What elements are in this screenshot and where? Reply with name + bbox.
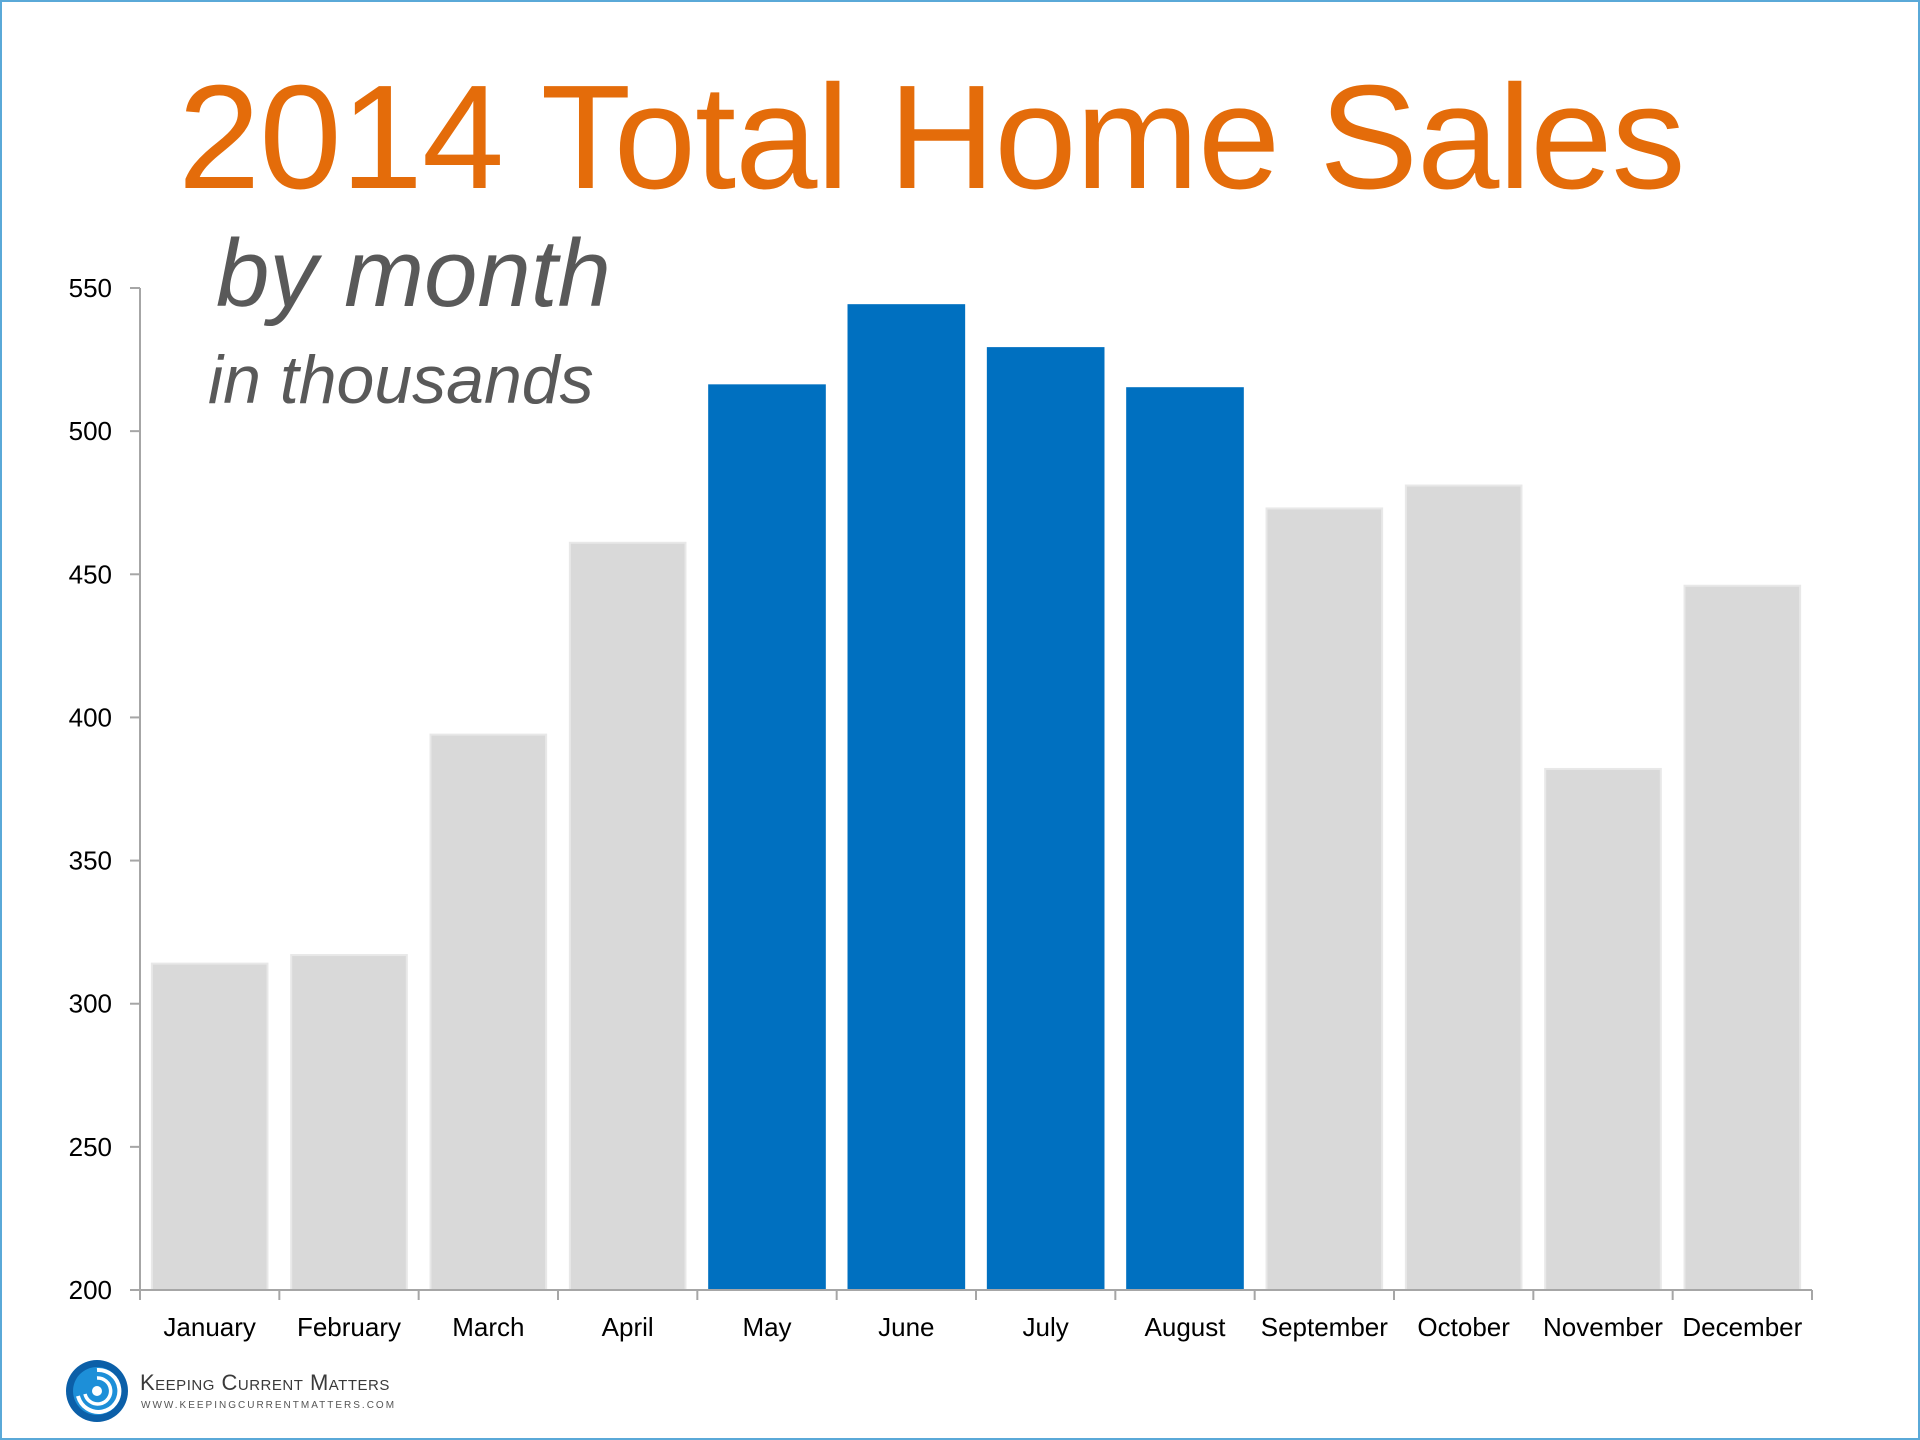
- bar-may: [708, 384, 826, 1291]
- brand-url: WWW.KEEPINGCURRENTMATTERS.COM: [141, 1400, 397, 1411]
- x-tick-label: June: [878, 1312, 934, 1342]
- brand-name: Keeping Current Matters: [140, 1370, 390, 1395]
- bar-december: [1683, 584, 1802, 1291]
- x-tick-label: July: [1023, 1312, 1069, 1342]
- x-tick-label: February: [297, 1312, 401, 1342]
- bar-july: [986, 347, 1105, 1291]
- bar-september: [1265, 507, 1384, 1291]
- x-tick-label: October: [1417, 1312, 1510, 1342]
- bar-june: [847, 304, 966, 1292]
- bar-january: [150, 962, 269, 1291]
- brand-logo: Keeping Current Matters WWW.KEEPINGCURRE…: [64, 1358, 404, 1426]
- y-tick-label: 250: [69, 1132, 112, 1162]
- y-tick-label: 450: [69, 559, 112, 589]
- x-tick-label: April: [602, 1312, 654, 1342]
- bar-april: [568, 541, 687, 1291]
- y-tick-label: 300: [69, 989, 112, 1019]
- bar-march: [429, 733, 548, 1291]
- bar-november: [1544, 767, 1662, 1291]
- bar-february: [290, 954, 408, 1291]
- y-tick-label: 550: [69, 273, 112, 303]
- x-tick-label: November: [1543, 1312, 1663, 1342]
- x-tick-label: May: [742, 1312, 791, 1342]
- chart-title: 2014 Total Home Sales: [178, 55, 1686, 220]
- chart-subtitle: by month: [216, 220, 611, 327]
- swirl-logo-icon: [66, 1360, 128, 1422]
- x-tick-label: March: [452, 1312, 524, 1342]
- bar-october: [1404, 484, 1523, 1291]
- unit-note: in thousands: [208, 342, 594, 418]
- x-tick-label: September: [1261, 1312, 1389, 1342]
- y-tick-label: 350: [69, 846, 112, 876]
- y-tick-label: 400: [69, 702, 112, 732]
- bar-august: [1126, 387, 1244, 1291]
- x-tick-label: August: [1145, 1312, 1227, 1342]
- x-tick-label: January: [163, 1312, 256, 1342]
- y-tick-label: 500: [69, 416, 112, 446]
- x-tick-label: December: [1682, 1312, 1802, 1342]
- y-tick-label: 200: [69, 1275, 112, 1305]
